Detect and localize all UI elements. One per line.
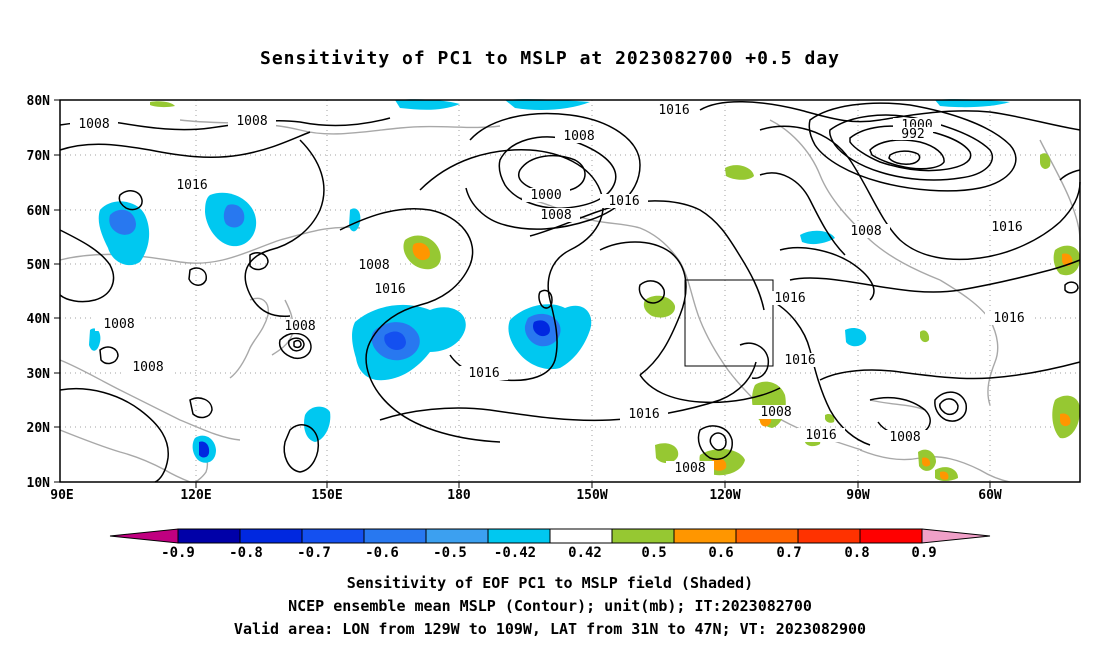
contour-label: 1008	[540, 208, 571, 223]
colorbar-swatch	[611, 528, 675, 544]
contour-label: 1016	[805, 428, 836, 443]
contour-label: 1016	[176, 178, 207, 193]
colorbar-swatch	[301, 528, 365, 544]
caption-contour: NCEP ensemble mean MSLP (Contour); unit(…	[288, 597, 812, 615]
contour-label: 1016	[993, 311, 1024, 326]
colorbar-label: 0.5	[641, 545, 666, 561]
contour-label: 1008	[563, 129, 594, 144]
colorbar-swatch	[859, 528, 923, 544]
colorbar-label: -0.8	[229, 545, 263, 561]
contour-label: 1000	[530, 188, 561, 203]
colorbar-swatch	[735, 528, 799, 544]
lon-label: 120W	[709, 488, 740, 503]
lon-label: 150W	[576, 488, 607, 503]
colorbar-swatch	[673, 528, 737, 544]
colorbar-swatch	[177, 528, 241, 544]
valid-area-box	[684, 279, 774, 367]
colorbar-label: 0.9	[911, 545, 936, 561]
colorbar-label: 0.42	[568, 545, 602, 561]
contour-label: 1008	[78, 117, 109, 132]
colorbar-swatch	[487, 528, 551, 544]
contour-label: 1008	[760, 405, 791, 420]
map-title: Sensitivity of PC1 to MSLP at 2023082700…	[259, 48, 840, 69]
contour-label: 1008	[358, 258, 389, 273]
colorbar-swatch	[239, 528, 303, 544]
contour-labels: 1008 1008 1016 1008 1000 1008 1016 1016 …	[70, 103, 1033, 476]
lon-label: 60W	[978, 488, 1002, 503]
lon-label: 90E	[50, 488, 73, 503]
contour-label: 1008	[103, 317, 134, 332]
lat-label: 60N	[27, 204, 51, 219]
contour-label: 1016	[658, 103, 689, 118]
lat-label: 50N	[27, 258, 51, 273]
lon-label: 120E	[180, 488, 211, 503]
contour-label: 1008	[284, 319, 315, 334]
axis-ticks	[54, 99, 991, 488]
contour-label: 1016	[468, 366, 499, 381]
lat-label: 20N	[27, 421, 51, 436]
colorbar-arrow-low	[109, 528, 179, 544]
colorbar-label: 0.8	[844, 545, 869, 561]
latitude-labels: 80N 70N 60N 50N 40N 30N 20N 10N	[27, 94, 51, 491]
contour-label: 992	[901, 127, 924, 142]
lat-label: 30N	[27, 367, 51, 382]
contour-label: 1016	[774, 291, 805, 306]
lon-label: 150E	[311, 488, 342, 503]
colorbar-swatch	[797, 528, 861, 544]
colorbar-swatch	[549, 528, 613, 544]
colorbar-label: -0.42	[494, 545, 536, 561]
colorbar-label: 0.6	[708, 545, 733, 561]
colorbar-label: -0.9	[161, 545, 195, 561]
contour-label: 1016	[608, 194, 639, 209]
contour-label: 1008	[236, 114, 267, 129]
longitude-labels: 90E 120E 150E 180 150W 120W 90W 60W	[50, 488, 1002, 503]
contour-label: 1016	[784, 353, 815, 368]
lon-label: 180	[447, 488, 471, 503]
contour-label: 1016	[991, 220, 1022, 235]
colorbar-label: -0.6	[365, 545, 399, 561]
contour-label: 1016	[374, 282, 405, 297]
colorbar-arrow-high	[921, 528, 991, 544]
lat-label: 40N	[27, 312, 51, 327]
map-frame	[59, 99, 1081, 483]
lat-label: 70N	[27, 149, 51, 164]
contour-label: 1008	[674, 461, 705, 476]
contour-label: 1016	[628, 407, 659, 422]
contour-label: 1008	[132, 360, 163, 375]
colorbar-labels: -0.9 -0.8 -0.7 -0.6 -0.5 -0.42 0.42 0.5 …	[161, 545, 937, 561]
lat-label: 80N	[27, 94, 51, 109]
colorbar	[109, 528, 991, 544]
colorbar-label: 0.7	[776, 545, 801, 561]
colorbar-swatch	[363, 528, 427, 544]
lon-label: 90W	[846, 488, 870, 503]
colorbar-swatch	[425, 528, 489, 544]
colorbar-label: -0.5	[433, 545, 467, 561]
caption-valid-area: Valid area: LON from 129W to 109W, LAT f…	[233, 620, 867, 638]
lat-label: 10N	[27, 476, 51, 491]
sensitivity-shading	[89, 99, 1080, 481]
contour-label: 1008	[889, 430, 920, 445]
contour-label: 1008	[850, 224, 881, 239]
caption-shading: Sensitivity of EOF PC1 to MSLP field (Sh…	[346, 574, 754, 592]
colorbar-label: -0.7	[297, 545, 331, 561]
